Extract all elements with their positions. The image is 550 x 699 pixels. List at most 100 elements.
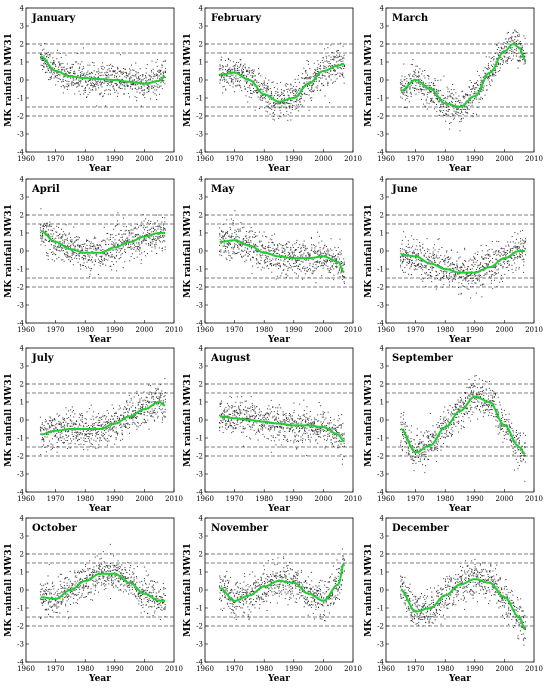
data-point — [163, 240, 164, 241]
data-point — [64, 442, 65, 443]
data-point — [53, 61, 54, 62]
data-point — [429, 82, 430, 83]
data-point — [504, 42, 505, 43]
data-point — [131, 249, 132, 250]
data-point — [61, 67, 62, 68]
data-point — [42, 69, 43, 70]
data-point — [52, 251, 53, 252]
data-point — [401, 76, 402, 77]
data-point — [411, 85, 412, 86]
data-point — [486, 272, 487, 273]
data-point — [146, 68, 147, 69]
data-point — [79, 81, 80, 82]
data-point — [129, 235, 130, 236]
data-point — [135, 88, 136, 89]
data-point — [115, 73, 116, 74]
data-point — [151, 71, 152, 72]
data-point — [238, 252, 239, 253]
data-point — [134, 80, 135, 81]
data-point — [62, 236, 63, 237]
data-point — [135, 236, 136, 237]
data-point — [331, 79, 332, 80]
data-point — [77, 86, 78, 87]
data-point — [58, 67, 59, 68]
data-point — [82, 250, 83, 251]
data-point — [486, 254, 487, 255]
data-point — [299, 252, 300, 253]
data-point — [68, 234, 69, 235]
data-point — [114, 75, 115, 76]
data-point — [268, 80, 269, 81]
data-point — [256, 82, 257, 83]
data-point — [42, 237, 43, 238]
data-point — [104, 93, 105, 94]
data-point — [458, 294, 459, 295]
data-point — [342, 58, 343, 59]
data-point — [281, 99, 282, 100]
data-point — [433, 251, 434, 252]
data-point — [514, 29, 515, 30]
data-point — [329, 271, 330, 272]
data-point — [82, 69, 83, 70]
data-point — [297, 268, 298, 269]
data-point — [505, 62, 506, 63]
data-point — [145, 80, 146, 81]
data-point — [43, 230, 44, 231]
data-point — [413, 250, 414, 251]
data-point — [278, 268, 279, 269]
data-point — [116, 249, 117, 250]
data-point — [225, 250, 226, 251]
data-point — [496, 241, 497, 242]
data-point — [149, 224, 150, 225]
data-point — [219, 251, 220, 252]
data-point — [268, 89, 269, 90]
data-point — [48, 52, 49, 53]
data-point — [525, 254, 526, 255]
data-point — [447, 262, 448, 263]
data-point — [91, 77, 92, 78]
data-point — [310, 255, 311, 256]
data-point — [522, 259, 523, 260]
data-point — [253, 73, 254, 74]
y-tick-label: 1 — [380, 230, 384, 238]
data-point — [459, 267, 460, 268]
data-point — [509, 41, 510, 42]
data-point — [496, 44, 497, 45]
data-point — [236, 236, 237, 237]
data-point — [495, 72, 496, 73]
data-point — [437, 239, 438, 240]
data-point — [438, 251, 439, 252]
data-point — [463, 285, 464, 286]
data-point — [274, 264, 275, 265]
data-point — [338, 247, 339, 248]
data-point — [298, 75, 299, 76]
data-point — [231, 236, 232, 237]
data-point — [110, 239, 111, 240]
data-point — [236, 86, 237, 87]
data-point — [431, 99, 432, 100]
data-point — [280, 244, 281, 245]
data-point — [269, 261, 270, 262]
data-point — [83, 68, 84, 69]
data-point — [405, 252, 406, 253]
x-tick-label: 1990 — [106, 155, 124, 163]
data-point — [160, 237, 161, 238]
data-point — [409, 262, 410, 263]
data-point — [429, 257, 430, 258]
data-point — [505, 245, 506, 246]
data-point — [290, 112, 291, 113]
data-point — [473, 88, 474, 89]
data-point — [293, 95, 294, 96]
data-point — [237, 78, 238, 79]
data-point — [268, 268, 269, 269]
data-point — [42, 424, 43, 425]
data-point — [132, 80, 133, 81]
data-point — [314, 247, 315, 248]
data-point — [333, 268, 334, 269]
data-point — [522, 45, 523, 46]
data-point — [425, 286, 426, 287]
data-point — [224, 81, 225, 82]
data-point — [79, 85, 80, 86]
data-point — [227, 66, 228, 67]
data-point — [135, 228, 136, 229]
